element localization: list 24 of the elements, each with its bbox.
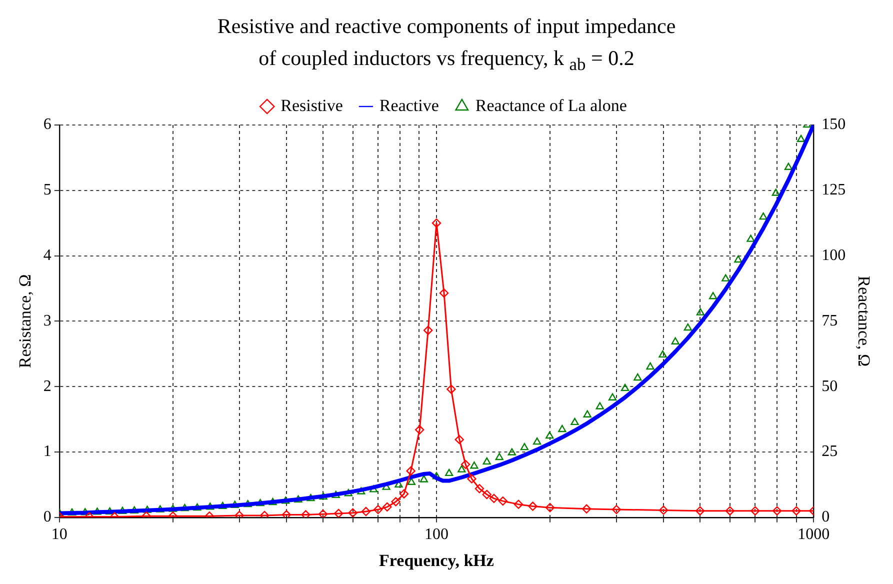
legend-label: Reactive xyxy=(379,96,439,116)
y2-tick-label: 100 xyxy=(822,247,846,264)
y-tick-label: 1 xyxy=(43,443,52,460)
y2-tick-label: 50 xyxy=(822,378,838,395)
y2-tick-label: 75 xyxy=(822,312,838,330)
y2-tick-label: 125 xyxy=(822,182,846,199)
chart-title: Resistive and reactive components of input impedance of coupled inductors vs frequency, k $_{ab}$ = 0.2 xyxy=(216,13,677,76)
legend-label: Resistive xyxy=(280,96,343,116)
y2-tick-label: 0 xyxy=(822,508,830,526)
y2-axis-title: Reactance, Ω xyxy=(854,276,874,367)
y-tick-label: 6 xyxy=(43,116,52,134)
y-tick-label: 3 xyxy=(43,312,52,330)
y2-tick-label: 25 xyxy=(822,443,838,460)
y2-tick-label: 150 xyxy=(822,116,846,134)
y-tick-label: 5 xyxy=(43,182,52,199)
y-axis-title: Resistance, Ω xyxy=(16,274,35,368)
y-tick-label: 2 xyxy=(43,378,52,395)
x-tick-label: 100 xyxy=(424,526,448,544)
x-axis-title: Frequency, kHz xyxy=(379,551,494,570)
y-tick-label: 4 xyxy=(43,247,52,264)
legend-label: Reactance of La alone xyxy=(475,96,627,116)
x-tick-label: 1000 xyxy=(798,526,830,544)
y-tick-label: 0 xyxy=(43,508,52,526)
x-tick-label: 10 xyxy=(51,526,68,544)
